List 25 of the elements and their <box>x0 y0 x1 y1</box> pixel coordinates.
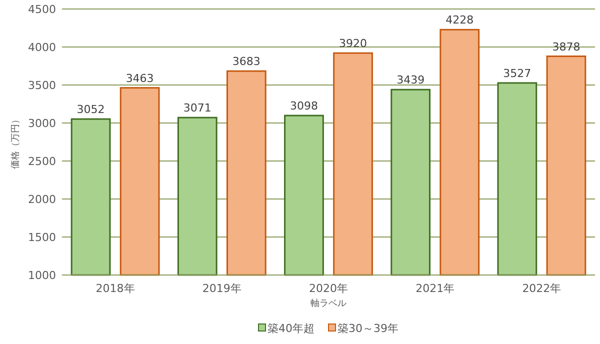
legend-label: 築40年超 <box>268 322 314 335</box>
legend-label: 築30～39年 <box>338 322 398 335</box>
data-label: 3052 <box>76 103 105 116</box>
y-tick-label: 1000 <box>28 269 56 282</box>
x-tick-label: 2019年 <box>202 282 242 295</box>
x-tick-label: 2018年 <box>96 282 135 295</box>
data-label: 3071 <box>183 102 212 115</box>
x-tick-label: 2022年 <box>522 282 562 295</box>
data-label: 3683 <box>232 55 260 68</box>
data-label: 3527 <box>503 66 532 80</box>
y-tick-label: 4000 <box>28 41 56 54</box>
x-tick-label: 2021年 <box>416 282 455 295</box>
y-tick-label: 3500 <box>28 79 56 92</box>
y-tick-label: 2500 <box>28 155 56 168</box>
y-tick-label: 2000 <box>28 193 56 206</box>
y-tick-label: 4500 <box>28 3 56 16</box>
data-label: 3098 <box>290 100 318 113</box>
y-axis-title: 価格（万円） <box>10 115 21 169</box>
data-label: 3439 <box>396 74 425 87</box>
x-axis-title: 軸ラベル <box>310 298 346 309</box>
data-label: 4228 <box>446 14 474 27</box>
data-label: 3463 <box>126 72 154 85</box>
y-tick-label: 1500 <box>28 231 56 244</box>
x-tick-label: 2020年 <box>309 282 348 295</box>
y-tick-label: 3000 <box>28 117 56 130</box>
